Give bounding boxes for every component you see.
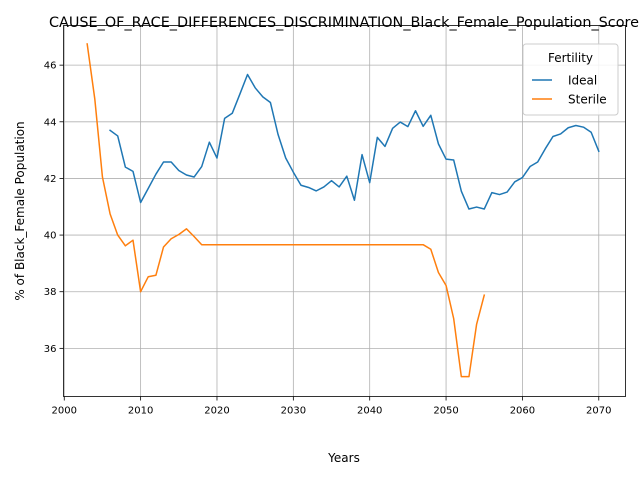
y-tick-label: 40: [44, 231, 57, 242]
legend-label-sterile: Sterile: [568, 93, 607, 107]
x-tick-label: 2040: [357, 406, 382, 417]
plot-frame: [63, 25, 626, 397]
x-tick-label: 2070: [586, 406, 611, 417]
x-tick-label: 2010: [128, 406, 153, 417]
y-tick-label: 38: [44, 287, 57, 298]
y-tick-label: 42: [44, 174, 57, 185]
y-tick-label: 46: [44, 61, 57, 72]
series-line-sterile: [86, 43, 486, 378]
series-lines: [86, 43, 600, 378]
y-axis-label: % of Black_Female Population: [13, 121, 27, 300]
axis-ticks: 2000 2010 2020 2030 2040 2050 2060 2070 36 38 40 42…: [44, 61, 612, 417]
legend-box: [522, 43, 619, 116]
x-axis-label: Years: [327, 451, 360, 465]
y-tick-label: 44: [44, 117, 57, 128]
x-tick-label: 2030: [281, 406, 306, 417]
x-tick-label: 2020: [204, 406, 229, 417]
legend-label-ideal: Ideal: [568, 74, 597, 88]
legend-title: Fertility: [548, 51, 593, 65]
y-tick-label: 36: [44, 344, 57, 355]
x-tick-label: 2060: [510, 406, 535, 417]
chart-title: CAUSE_OF_RACE_DIFFERENCES_DISCRIMINATION…: [49, 15, 639, 31]
x-tick-label: 2000: [52, 406, 77, 417]
x-tick-label: 2050: [433, 406, 458, 417]
series-line-ideal: [109, 73, 600, 210]
legend: Fertility Ideal Sterile: [522, 43, 619, 116]
